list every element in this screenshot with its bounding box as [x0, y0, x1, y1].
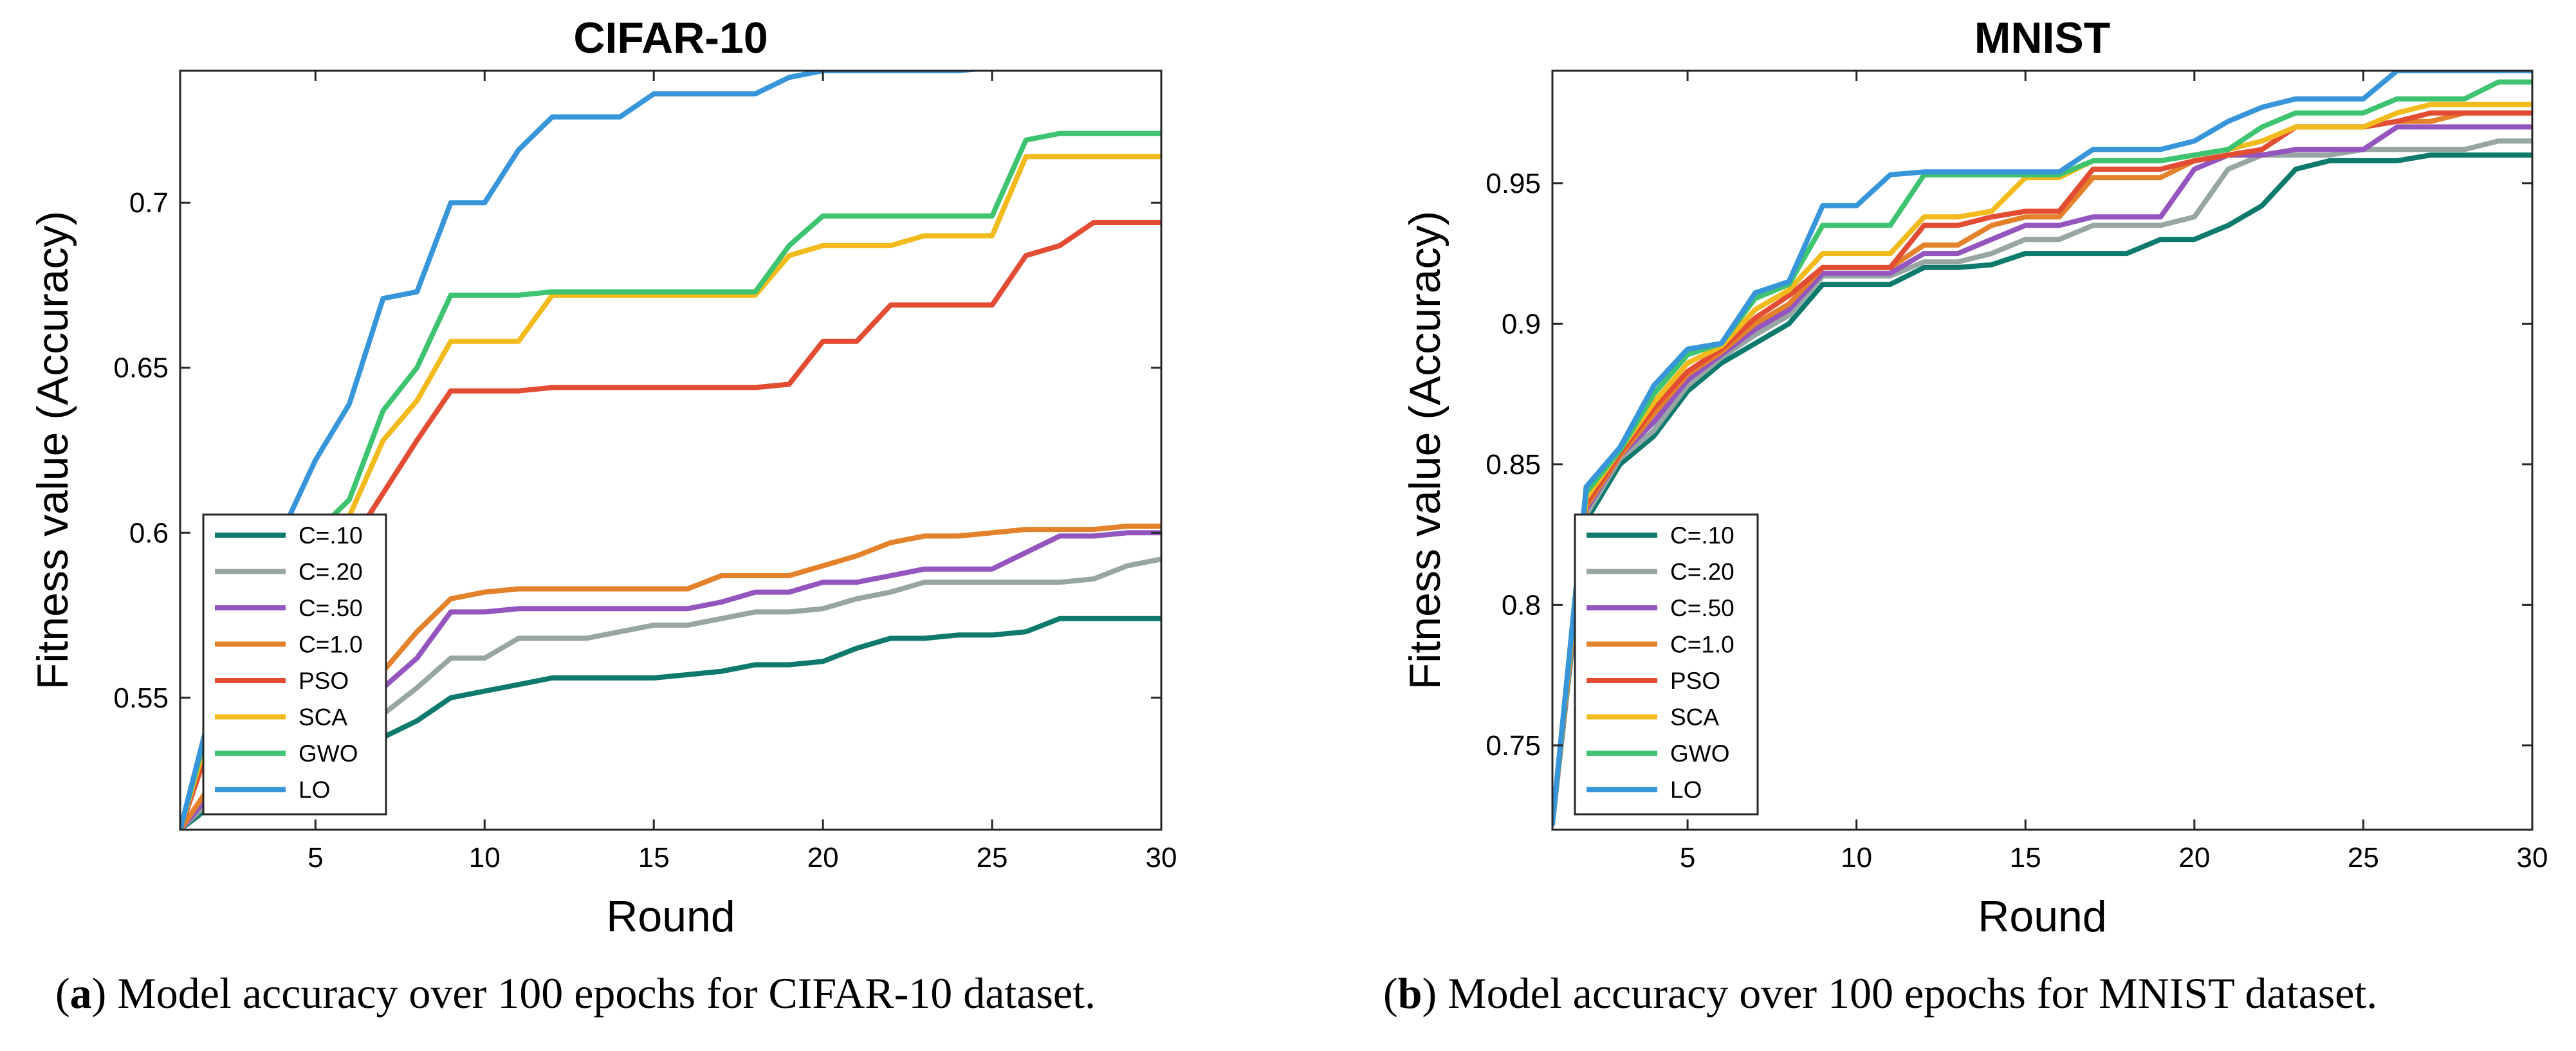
x-tick-label: 10 [1841, 842, 1872, 873]
caption-b: (b) Model accuracy over 100 epochs for M… [1383, 969, 2378, 1018]
x-tick-label: 15 [638, 842, 670, 873]
x-tick-label: 5 [1680, 842, 1695, 873]
x-tick-label: 10 [469, 842, 501, 873]
caption-a-text: ) Model accuracy over 100 epochs for CIF… [91, 969, 1096, 1018]
series-line-gwo [180, 131, 1161, 830]
series-line-c-10 [1552, 152, 2532, 827]
chart-mnist: 5 10 15 20 25 30 0.75 0.8 0.85 0.9 0.95 MNIST Round F… [1401, 14, 2548, 941]
legend-label-lo: LO [299, 777, 330, 803]
x-tick-label: 20 [807, 842, 839, 873]
caption-b-label: b [1397, 969, 1422, 1018]
x-axis-label: Round [1978, 892, 2106, 941]
legend-box [202, 513, 387, 816]
y-tick-label: 0.75 [1486, 730, 1541, 762]
x-tick-label: 20 [2178, 842, 2210, 873]
x-tick-label: 5 [308, 842, 323, 873]
chart-title: MNIST [1974, 14, 2111, 62]
series-line-c-50 [1552, 124, 2532, 827]
y-tick-label: 0.95 [1486, 168, 1541, 199]
x-tick-label: 25 [2348, 842, 2379, 873]
legend-box [1574, 513, 1759, 816]
legend: C=.10 C=.20 C=.50 C=1.0 PSO SCA GWO LO [202, 513, 387, 816]
legend-label-gwo: GWO [1670, 740, 1729, 767]
legend-label-c-50: C=.50 [299, 595, 363, 621]
caption-b-text: ) Model accuracy over 100 epochs for MNI… [1422, 969, 2378, 1018]
legend-label-sca: SCA [299, 704, 347, 731]
caption-a: (a) Model accuracy over 100 epochs for C… [55, 969, 1096, 1018]
x-tick-label: 30 [2517, 842, 2548, 873]
legend-label-lo: LO [1670, 777, 1702, 803]
legend-label-c-1-0: C=1.0 [299, 632, 363, 658]
axes-frame [1551, 69, 2534, 831]
y-tick-label: 0.7 [129, 187, 169, 219]
legend-label-c-1-0: C=1.0 [1670, 632, 1734, 658]
chart-title: CIFAR-10 [573, 14, 768, 62]
series-line-c-20 [1552, 138, 2532, 827]
x-tick-label: 25 [977, 842, 1008, 873]
caption-a-label: a [69, 969, 92, 1018]
y-tick-label: 0.85 [1486, 449, 1541, 480]
y-axis-label: Fitness value (Accuracy) [28, 211, 77, 690]
x-tick-label: 15 [2010, 842, 2041, 873]
legend-label-c-20: C=.20 [1670, 559, 1734, 585]
y-axis-label: Fitness value (Accuracy) [1401, 211, 1449, 690]
legend-label-pso: PSO [299, 668, 349, 694]
series-line-sca [1552, 102, 2532, 827]
y-tick-label: 0.6 [129, 517, 169, 549]
y-tick-label: 0.55 [113, 682, 169, 714]
chart-cifar-10: 5 10 15 20 25 30 0.55 0.6 0.65 0.7 CIFAR-10 Round Fi… [28, 14, 1177, 941]
legend-label-pso: PSO [1670, 668, 1720, 694]
series-line-lo [180, 71, 985, 830]
legend-label-c-20: C=.20 [299, 559, 363, 585]
y-tick-label: 0.65 [113, 352, 169, 384]
legend-label-c-50: C=.50 [1670, 595, 1734, 621]
series-group [1552, 71, 2532, 827]
series-line-lo [1552, 71, 2532, 827]
legend-label-c-10: C=.10 [1670, 522, 1734, 549]
x-axis-label: Round [606, 892, 735, 941]
y-tick-label: 0.8 [1502, 589, 1541, 621]
legend-label-c-10: C=.10 [299, 522, 363, 549]
legend-label-sca: SCA [1670, 704, 1719, 731]
axes-frame [179, 69, 1163, 831]
x-tick-label: 30 [1146, 842, 1177, 873]
y-tick-label: 0.9 [1502, 308, 1541, 340]
legend: C=.10 C=.20 C=.50 C=1.0 PSO SCA GWO LO [1574, 513, 1759, 816]
legend-label-gwo: GWO [299, 740, 358, 767]
